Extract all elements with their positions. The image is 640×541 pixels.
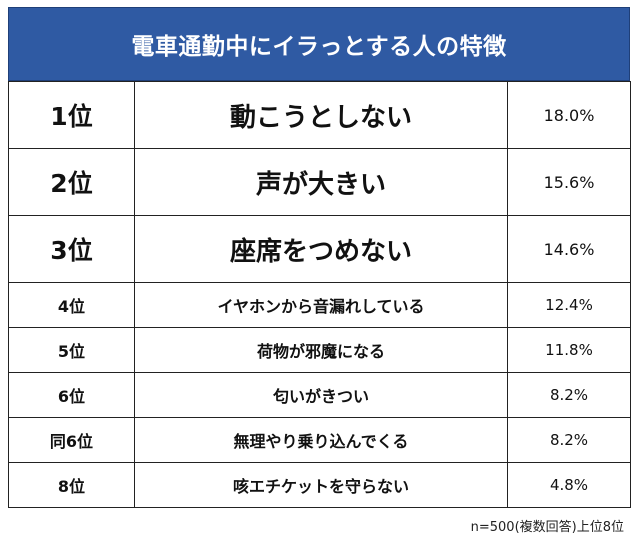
percent-cell: 12.4% bbox=[507, 282, 631, 328]
percent-cell: 8.2% bbox=[507, 372, 631, 418]
table-row: 4位 イヤホンから音漏れしている 12.4% bbox=[8, 282, 631, 328]
trait-cell: 動こうとしない bbox=[134, 81, 508, 149]
table-title: 電車通勤中にイラっとする人の特徴 bbox=[8, 7, 630, 81]
rank-cell: 5位 bbox=[8, 327, 135, 373]
percent-cell: 4.8% bbox=[507, 462, 631, 508]
table-row: 3位 座席をつめない 14.6% bbox=[8, 215, 631, 283]
percent-cell: 11.8% bbox=[507, 327, 631, 373]
table-row: 同6位 無理やり乗り込んでくる 8.2% bbox=[8, 417, 631, 463]
rank-cell: 1位 bbox=[8, 81, 135, 149]
percent-cell: 18.0% bbox=[507, 81, 631, 149]
rank-cell: 2位 bbox=[8, 148, 135, 216]
table-row: 2位 声が大きい 15.6% bbox=[8, 148, 631, 216]
trait-cell: 咳エチケットを守らない bbox=[134, 462, 508, 508]
ranking-table: 1位 動こうとしない 18.0% 2位 声が大きい 15.6% 3位 座席をつめ… bbox=[8, 81, 631, 508]
table-row: 8位 咳エチケットを守らない 4.8% bbox=[8, 462, 631, 508]
rank-cell: 4位 bbox=[8, 282, 135, 328]
trait-cell: 座席をつめない bbox=[134, 215, 508, 283]
trait-cell: 匂いがきつい bbox=[134, 372, 508, 418]
rank-cell: 8位 bbox=[8, 462, 135, 508]
rank-cell: 6位 bbox=[8, 372, 135, 418]
rank-cell: 3位 bbox=[8, 215, 135, 283]
percent-cell: 15.6% bbox=[507, 148, 631, 216]
trait-cell: イヤホンから音漏れしている bbox=[134, 282, 508, 328]
table-row: 1位 動こうとしない 18.0% bbox=[8, 81, 631, 149]
trait-cell: 荷物が邪魔になる bbox=[134, 327, 508, 373]
trait-cell: 無理やり乗り込んでくる bbox=[134, 417, 508, 463]
rank-cell: 同6位 bbox=[8, 417, 135, 463]
ranking-panel: 電車通勤中にイラっとする人の特徴 1位 動こうとしない 18.0% 2位 声が大… bbox=[8, 7, 631, 511]
sample-footnote: n=500(複数回答)上位8位 bbox=[470, 520, 624, 535]
table-row: 5位 荷物が邪魔になる 11.8% bbox=[8, 327, 631, 373]
table-row: 6位 匂いがきつい 8.2% bbox=[8, 372, 631, 418]
percent-cell: 14.6% bbox=[507, 215, 631, 283]
trait-cell: 声が大きい bbox=[134, 148, 508, 216]
percent-cell: 8.2% bbox=[507, 417, 631, 463]
